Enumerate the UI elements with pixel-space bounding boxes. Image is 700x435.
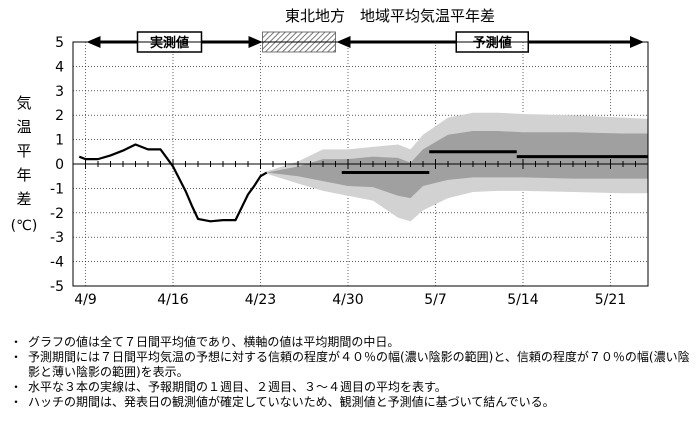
note-text: グラフの値は全て７日間平均値であり、横軸の値は平均期間の中日。	[28, 335, 400, 349]
y-tick-label: 3	[55, 84, 64, 100]
note-bullet: ・	[10, 380, 23, 394]
observed-line	[78, 143, 268, 223]
y-tick-label: 2	[55, 108, 64, 124]
x-tick-label: 5/7	[424, 292, 447, 308]
y-tick-label: -2	[50, 206, 64, 222]
confidence-band-40	[266, 131, 648, 199]
x-tick-label: 4/30	[332, 292, 363, 308]
note-item: ・ 水平な３本の実線は、予報期間の１週目、２週目、３～４週目の平均を表す。	[10, 380, 696, 395]
x-tick-label: 5/14	[507, 292, 539, 308]
weekly-mean-lines	[341, 150, 648, 175]
y-tick-label: -1	[50, 181, 64, 197]
y-axis-label-unit: (℃)	[11, 218, 38, 234]
note-item: ・ グラフの値は全て７日間平均値であり、横軸の値は平均期間の中日。	[10, 335, 696, 350]
x-tick-label: 4/23	[245, 292, 276, 308]
confidence-bands	[266, 112, 648, 222]
note-bullet: ・	[10, 395, 23, 409]
x-tick-label: 5/21	[595, 292, 626, 308]
y-tick-labels: 5 4 3 2 1 0 -1 -2 -3 -4 -5	[50, 35, 64, 295]
note-item: ・ ハッチの期間は、発表日の観測値が確定していないため、観測値と予測値に基づいて…	[10, 395, 696, 410]
y-axis-label-char: 差	[16, 190, 31, 208]
y-axis-label-char: 気	[16, 94, 31, 112]
note-text: 予測期間には７日間平均気温の予想に対する信頼の程度が４０％の幅(濃い陰影の範囲)…	[28, 350, 690, 379]
forecast-label: 予測値	[473, 35, 512, 51]
y-axis-label-char: 温	[16, 118, 31, 136]
x-tick-label: 4/9	[74, 292, 97, 308]
y-tick-label: 5	[55, 35, 64, 51]
y-tick-label: -5	[50, 279, 64, 295]
y-axis-label-char: 年	[16, 166, 31, 184]
observed-label: 実測値	[150, 35, 189, 51]
y-tick-label: -3	[50, 230, 64, 246]
y-tick-label: 0	[55, 157, 64, 173]
x-tick-label: 4/16	[157, 292, 189, 308]
note-text: 水平な３本の実線は、予報期間の１週目、２週目、３～４週目の平均を表す。	[28, 380, 447, 394]
note-bullet: ・	[10, 350, 23, 364]
x-tick-labels: 4/9 4/16 4/23 4/30 5/7 5/14 5/21	[74, 292, 626, 308]
y-axis-label: 気温平年差 (℃)	[11, 94, 38, 234]
notes-list: ・ グラフの値は全て７日間平均値であり、横軸の値は平均期間の中日。 ・ 予測期間…	[10, 335, 696, 410]
zero-axis	[73, 159, 648, 169]
chart-title: 東北地方 地域平均気温平年差	[285, 7, 495, 25]
note-bullet: ・	[10, 335, 23, 349]
y-tick-label: 4	[55, 59, 64, 75]
y-tick-label: -4	[50, 255, 64, 271]
note-item: ・ 予測期間には７日間平均気温の予想に対する信頼の程度が４０％の幅(濃い陰影の範…	[10, 350, 696, 380]
y-axis-label-char: 平	[16, 142, 31, 160]
note-text: ハッチの期間は、発表日の観測値が確定していないため、観測値と予測値に基づいて結ん…	[28, 395, 555, 409]
observed-series	[78, 143, 268, 223]
y-tick-label: 1	[55, 133, 64, 149]
plot-frame	[72, 41, 649, 287]
temperature-anomaly-chart: 東北地方 地域平均気温平年差 実測値 予測値 気温平年差 (℃) 5 4 3 2 1 0 -1…	[11, 7, 649, 308]
